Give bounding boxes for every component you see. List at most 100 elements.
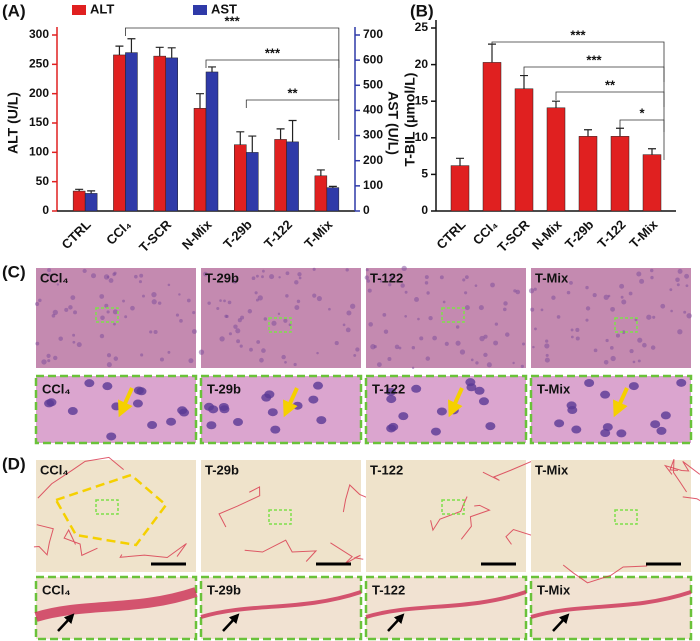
error-bar [328, 185, 337, 188]
error-bar [196, 93, 204, 109]
nucleus [102, 382, 113, 391]
texture [112, 309, 118, 315]
texture [167, 350, 171, 354]
image-label: CCl₄ [40, 270, 69, 285]
x-tick-label: T-122 [261, 217, 295, 251]
texture [149, 330, 153, 334]
texture [373, 344, 377, 349]
texture [203, 271, 208, 277]
error-bar [456, 157, 464, 166]
texture [637, 359, 641, 363]
texture [198, 349, 205, 355]
x-tick-label: T-Mix [301, 216, 336, 251]
texture [106, 353, 112, 358]
roi-box [95, 499, 119, 515]
collagen-fiber [430, 496, 468, 532]
texture [157, 301, 162, 305]
texture [607, 294, 611, 298]
y-tick-label: 5 [421, 167, 428, 181]
texture [296, 299, 301, 304]
texture [294, 305, 300, 310]
texture [366, 279, 371, 283]
texture [64, 307, 69, 312]
arrow [387, 613, 405, 632]
micrograph [531, 460, 691, 572]
texture [486, 362, 492, 368]
nucleus [465, 378, 476, 387]
texture [283, 318, 288, 323]
texture [570, 328, 574, 332]
texture [90, 273, 97, 279]
texture [365, 268, 369, 272]
texture [442, 300, 446, 304]
texture [464, 305, 470, 311]
bar [165, 57, 178, 212]
image-label: T-122 [370, 462, 403, 477]
nucleus [628, 382, 639, 391]
texture [285, 271, 290, 276]
texture [404, 290, 408, 294]
nucleus [308, 395, 319, 404]
texture [297, 272, 302, 277]
texture [342, 323, 346, 327]
texture [493, 340, 499, 346]
texture [232, 279, 237, 284]
roi-box [95, 307, 119, 323]
micrograph [366, 460, 526, 572]
texture [605, 338, 609, 343]
texture [628, 291, 633, 296]
error-bar [155, 46, 164, 57]
texture [432, 335, 437, 341]
nucleus [600, 429, 611, 438]
texture [207, 301, 211, 305]
texture [175, 313, 180, 317]
texture [512, 361, 515, 365]
texture [46, 353, 51, 358]
collagen-fiber [244, 539, 318, 562]
texture [401, 265, 407, 272]
texture [503, 307, 507, 312]
texture [104, 303, 109, 308]
error-bar [584, 129, 592, 137]
y2-tick-label: 0 [363, 203, 370, 217]
y-tick-label: 0 [421, 203, 428, 217]
arrow [448, 387, 464, 418]
x-tick-label: T-SCR [136, 217, 175, 256]
texture [124, 315, 128, 319]
texture [350, 303, 356, 309]
texture [257, 295, 263, 301]
texture [38, 298, 42, 303]
texture [113, 322, 116, 326]
roi-box [441, 307, 465, 323]
y-tick-label: 0 [42, 203, 49, 217]
texture [240, 315, 245, 320]
texture [219, 299, 222, 302]
nucleus [584, 379, 595, 388]
texture [106, 362, 112, 368]
nucleus [267, 408, 278, 417]
texture [261, 275, 264, 279]
texture [122, 299, 125, 303]
texture [219, 336, 225, 342]
nucleus [474, 386, 485, 395]
texture [414, 297, 419, 302]
bar [546, 107, 566, 212]
collagen-fiber [218, 486, 261, 528]
x-tick-label: N-Mix [179, 216, 215, 252]
texture [528, 288, 535, 294]
bar [72, 190, 86, 212]
nucleus [385, 387, 396, 396]
texture [134, 274, 138, 279]
texture [475, 361, 479, 365]
texture [479, 335, 485, 342]
x-tick-label: CTRL [433, 217, 468, 252]
error-bar [87, 190, 96, 194]
texture [685, 284, 689, 288]
texture [254, 291, 258, 295]
nucleus [206, 421, 217, 430]
bar [193, 108, 207, 212]
y2-tick-label: 300 [363, 128, 383, 142]
texture [368, 322, 373, 327]
nucleus [292, 401, 303, 410]
texture [570, 335, 574, 339]
